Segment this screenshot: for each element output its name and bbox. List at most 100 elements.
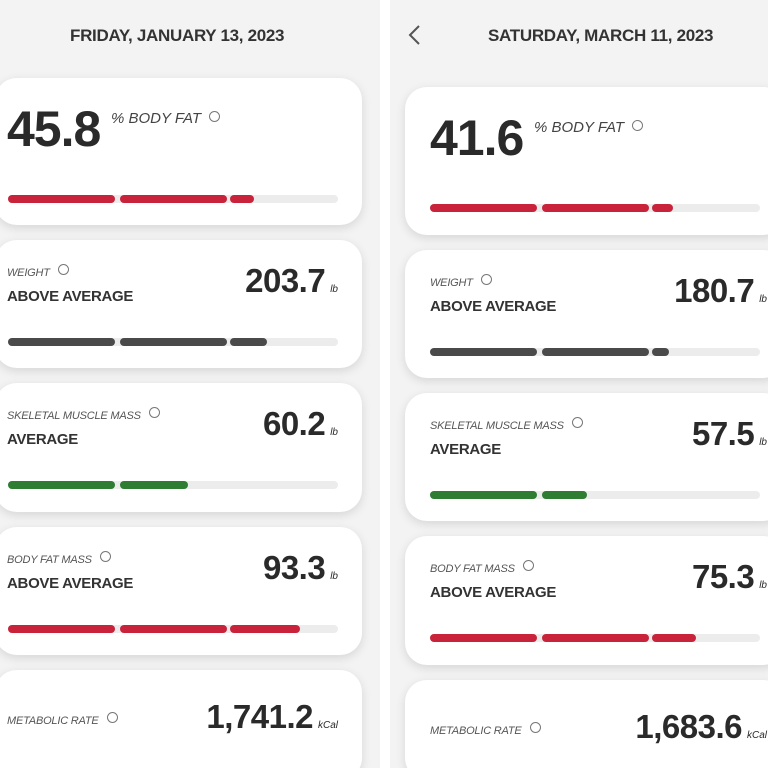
progress-track: [8, 481, 338, 489]
metric-card: SKELETAL MUSCLE MASS AVERAGE 57.5 lb: [405, 393, 768, 521]
metric-value: 203.7 lb: [245, 262, 338, 300]
progress-segment: [651, 634, 696, 642]
metric-number: 1,683.6: [635, 708, 742, 745]
metric-label-text: BODY FAT MASS: [7, 554, 92, 566]
progress-segment: [541, 348, 649, 356]
body-fat-label-text: % BODY FAT: [534, 119, 625, 136]
metric-unit: lb: [759, 580, 767, 591]
date-header: SATURDAY, MARCH 11, 2023: [488, 26, 714, 45]
progress-segment: [8, 625, 115, 633]
metric-card: SKELETAL MUSCLE MASS AVERAGE 60.2 lb: [0, 383, 362, 512]
metric-label: BODY FAT MASS: [430, 560, 534, 575]
metric-status: ABOVE AVERAGE: [430, 298, 557, 315]
metric-number: 75.3: [691, 558, 755, 595]
screen: FRIDAY, JANUARY 13, 2023 45.8 % BODY FAT W…: [0, 0, 380, 768]
metric-label-text: SKELETAL MUSCLE MASS: [430, 420, 564, 432]
metric-label: WEIGHT: [7, 264, 69, 279]
metric-label-text: WEIGHT: [7, 267, 50, 279]
metric-unit: lb: [330, 427, 338, 438]
progress-segment: [119, 195, 227, 203]
metric-card: BODY FAT MASS ABOVE AVERAGE 93.3 lb: [0, 527, 362, 655]
metric-number: 93.3: [262, 549, 326, 586]
metric-label-text: WEIGHT: [430, 277, 473, 289]
metric-label: METABOLIC RATE: [7, 712, 118, 727]
progress-track: [8, 338, 338, 346]
metric-number: 57.5: [691, 415, 755, 452]
metric-value: 1,741.2 kCal: [206, 698, 338, 736]
metric-value: 60.2 lb: [263, 405, 338, 443]
progress-segment: [651, 348, 670, 356]
back-button[interactable]: [404, 22, 426, 48]
metric-number: 1,741.2: [206, 698, 313, 735]
progress-segment: [229, 625, 301, 633]
progress-segment: [651, 204, 673, 212]
metric-label: BODY FAT MASS: [7, 551, 111, 566]
progress-track: [430, 348, 760, 356]
metric-label: WEIGHT: [430, 274, 492, 289]
progress-segment: [430, 491, 537, 499]
progress-track: [430, 634, 760, 642]
progress-segment: [430, 348, 537, 356]
metric-card: BODY FAT MASS ABOVE AVERAGE 75.3 lb: [405, 536, 768, 665]
progress-segment: [8, 195, 115, 203]
metric-value: 1,683.6 kCal: [635, 708, 767, 746]
progress-segment: [541, 204, 649, 212]
metric-unit: lb: [330, 571, 338, 582]
metric-label-text: BODY FAT MASS: [430, 563, 515, 575]
progress-track: [8, 195, 338, 203]
metric-card: WEIGHT ABOVE AVERAGE 203.7 lb: [0, 240, 362, 368]
info-icon: [480, 274, 492, 285]
progress-segment: [430, 634, 537, 642]
metric-value: 180.7 lb: [674, 272, 767, 310]
progress-segment: [430, 204, 537, 212]
progress-track: [430, 204, 760, 212]
body-fat-card: 41.6 % BODY FAT: [405, 87, 768, 235]
progress-track: [430, 491, 760, 499]
progress-segment: [119, 338, 227, 346]
body-fat-value: 41.6: [430, 110, 524, 166]
body-fat-label: % BODY FAT: [111, 110, 221, 127]
info-icon: [522, 560, 534, 571]
progress-segment: [119, 481, 188, 489]
metric-status: AVERAGE: [430, 441, 501, 458]
metric-label: SKELETAL MUSCLE MASS: [430, 417, 583, 432]
metric-number: 180.7: [674, 272, 755, 309]
info-icon: [106, 712, 118, 723]
metric-value: 93.3 lb: [263, 549, 338, 587]
body-fat-label: % BODY FAT: [534, 119, 644, 136]
progress-track: [8, 625, 338, 633]
metric-unit: kCal: [317, 720, 338, 731]
metric-status: ABOVE AVERAGE: [7, 575, 134, 592]
metric-label-text: SKELETAL MUSCLE MASS: [7, 410, 141, 422]
metric-unit: lb: [330, 284, 338, 295]
info-icon: [571, 417, 583, 428]
metric-unit: lb: [759, 294, 767, 305]
metric-label: SKELETAL MUSCLE MASS: [7, 407, 160, 422]
info-icon: [632, 120, 644, 131]
info-icon: [529, 722, 541, 733]
metric-number: 60.2: [262, 405, 326, 442]
info-icon: [148, 407, 160, 418]
metric-card: METABOLIC RATE 1,683.6 kCal: [405, 680, 768, 768]
screen: SATURDAY, MARCH 11, 2023 41.6 % BODY FAT W…: [390, 0, 768, 768]
metric-card: WEIGHT ABOVE AVERAGE 180.7 lb: [405, 250, 768, 378]
body-fat-card: 45.8 % BODY FAT: [0, 78, 362, 225]
metric-unit: kCal: [746, 730, 767, 741]
metric-number: 203.7: [245, 262, 326, 299]
progress-segment: [541, 491, 587, 499]
metric-label: METABOLIC RATE: [430, 722, 541, 737]
progress-segment: [541, 634, 649, 642]
body-fat-value: 45.8: [7, 101, 101, 157]
info-icon: [99, 551, 111, 562]
progress-segment: [8, 481, 115, 489]
progress-segment: [229, 338, 268, 346]
metric-status: ABOVE AVERAGE: [430, 584, 557, 601]
metric-value: 57.5 lb: [692, 415, 767, 453]
metric-unit: lb: [759, 437, 767, 448]
info-icon: [209, 111, 221, 122]
progress-segment: [229, 195, 254, 203]
metric-label-text: METABOLIC RATE: [430, 725, 522, 737]
